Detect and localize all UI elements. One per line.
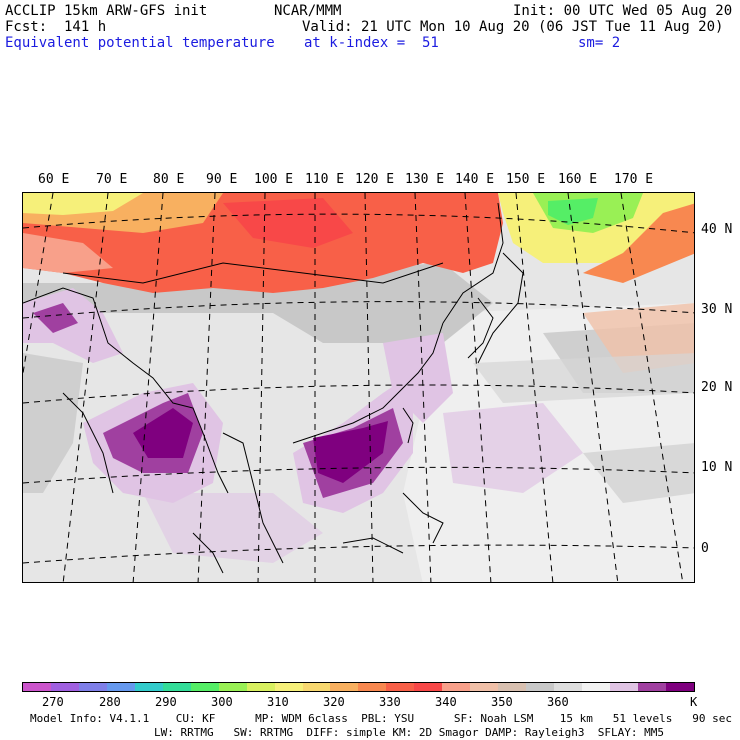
forecast-hour: Fcst: 141 h [5,19,107,35]
field-name: Equivalent potential temperature [5,35,275,51]
level-info: at k-index = 51 [304,35,439,51]
coastline-china-south [292,322,444,444]
colorbar-tick-label: 330 [379,695,401,709]
colorbar-cell [50,683,79,691]
colorbar-cell [442,683,471,691]
valid-time: Valid: 21 UTC Mon 10 Aug 20 (06 JST Tue … [302,19,724,35]
border-north [62,262,444,284]
colorbar-cell [162,683,191,691]
organization-label: NCAR/MMM [274,3,342,19]
lon-label: 80 E [153,172,185,187]
purple-light-west [23,288,123,363]
model-title: ACCLIP 15km ARW-GFS init [5,3,208,19]
equivalent-potential-temperature-field [23,193,694,582]
grey-area-arabia [23,353,83,493]
colorbar-cell [302,683,331,691]
grey-streak-pacific-south [583,443,694,503]
colorbar-cell [554,683,583,691]
purple-light-indian-ocean [143,493,323,563]
colorbar-cell [274,683,303,691]
lon-label: 170 E [614,172,654,187]
coastlines [23,202,524,574]
coastline-india-west [62,392,114,494]
purple-light-pacific [443,403,583,493]
colorbar-cell [134,683,163,691]
colorbar-tick-label: 360 [547,695,569,709]
coastline-borneo [342,537,404,554]
colorbar-unit: K [690,695,698,709]
lon-label: 130 E [405,172,445,187]
colorbar-cell [526,683,555,691]
lon-label: 160 E [558,172,598,187]
colorbar-tick-label: 290 [155,695,177,709]
colorbar-cell [637,683,666,691]
purple-mid-west [33,303,78,333]
colorbar-cell [470,683,499,691]
colorbar-cell [330,683,359,691]
lon-label: 110 E [305,172,345,187]
lon-label: 90 E [206,172,238,187]
lat-label: 0 [701,541,709,556]
colorbar-tick-label: 340 [435,695,457,709]
colorbar-tick-label: 310 [267,695,289,709]
map-panel [22,192,695,583]
coastline-philippines [402,492,444,544]
lon-label: 70 E [96,172,128,187]
grid-lon-60 [23,193,54,374]
purple-light-east-china [383,333,453,423]
green-core [548,198,598,225]
coastline-malay-peninsula [222,432,284,564]
colorbar-cell [246,683,275,691]
colorbar-cell [386,683,415,691]
purple-dark-south-china-sea [313,421,388,483]
lat-label: 40 N [701,222,733,237]
lon-label: 140 E [455,172,495,187]
lat-label: 20 N [701,380,733,395]
colorbar-cell [358,683,387,691]
hot-core-north [223,198,353,248]
lat-label: 30 N [701,302,733,317]
colorbar-tick-label: 300 [211,695,233,709]
lon-label: 100 E [254,172,294,187]
coastline-taiwan [402,407,414,444]
warm-band-northeast [583,203,694,283]
lat-label: 10 N [701,460,733,475]
warm-band-west [23,233,113,273]
colorbar-cell [414,683,443,691]
lon-label: 150 E [506,172,546,187]
coastline-south-asia [23,287,229,494]
coastline-china-north [442,202,504,324]
colorbar-tick-label: 280 [99,695,121,709]
lon-label: 60 E [38,172,70,187]
yellow-band-northwest [23,193,143,215]
colorbar-cell [190,683,219,691]
color-scale-bar [22,682,695,692]
purple-dark-bay-of-bengal [133,408,193,458]
colorbar-cell [106,683,135,691]
colorbar-cell [23,683,51,691]
lon-label: 120 E [355,172,395,187]
model-info-line-2: LW: RRTMG SW: RRTMG DIFF: simple KM: 2D … [154,726,664,739]
grey-streak-pacific [473,353,694,403]
colorbar-cell [610,683,638,691]
colorbar-cell [582,683,611,691]
colorbar-cell [498,683,527,691]
colorbar-tick-label: 270 [42,695,64,709]
lat-lon-grid [23,193,694,582]
colorbar-cell [665,683,694,691]
model-info-line-1: Model Info: V4.1.1 CU: KF MP: WDM 6class… [30,712,732,725]
coastline-japan [477,252,524,364]
colorbar-tick-label: 350 [491,695,513,709]
colorbar-tick-label: 320 [323,695,345,709]
init-time: Init: 00 UTC Wed 05 Aug 20 [513,3,733,19]
colorbar-cell [78,683,107,691]
coastline-sumatra [192,532,224,574]
colorbar-cell [218,683,247,691]
smoothing-info: sm= 2 [578,35,621,51]
